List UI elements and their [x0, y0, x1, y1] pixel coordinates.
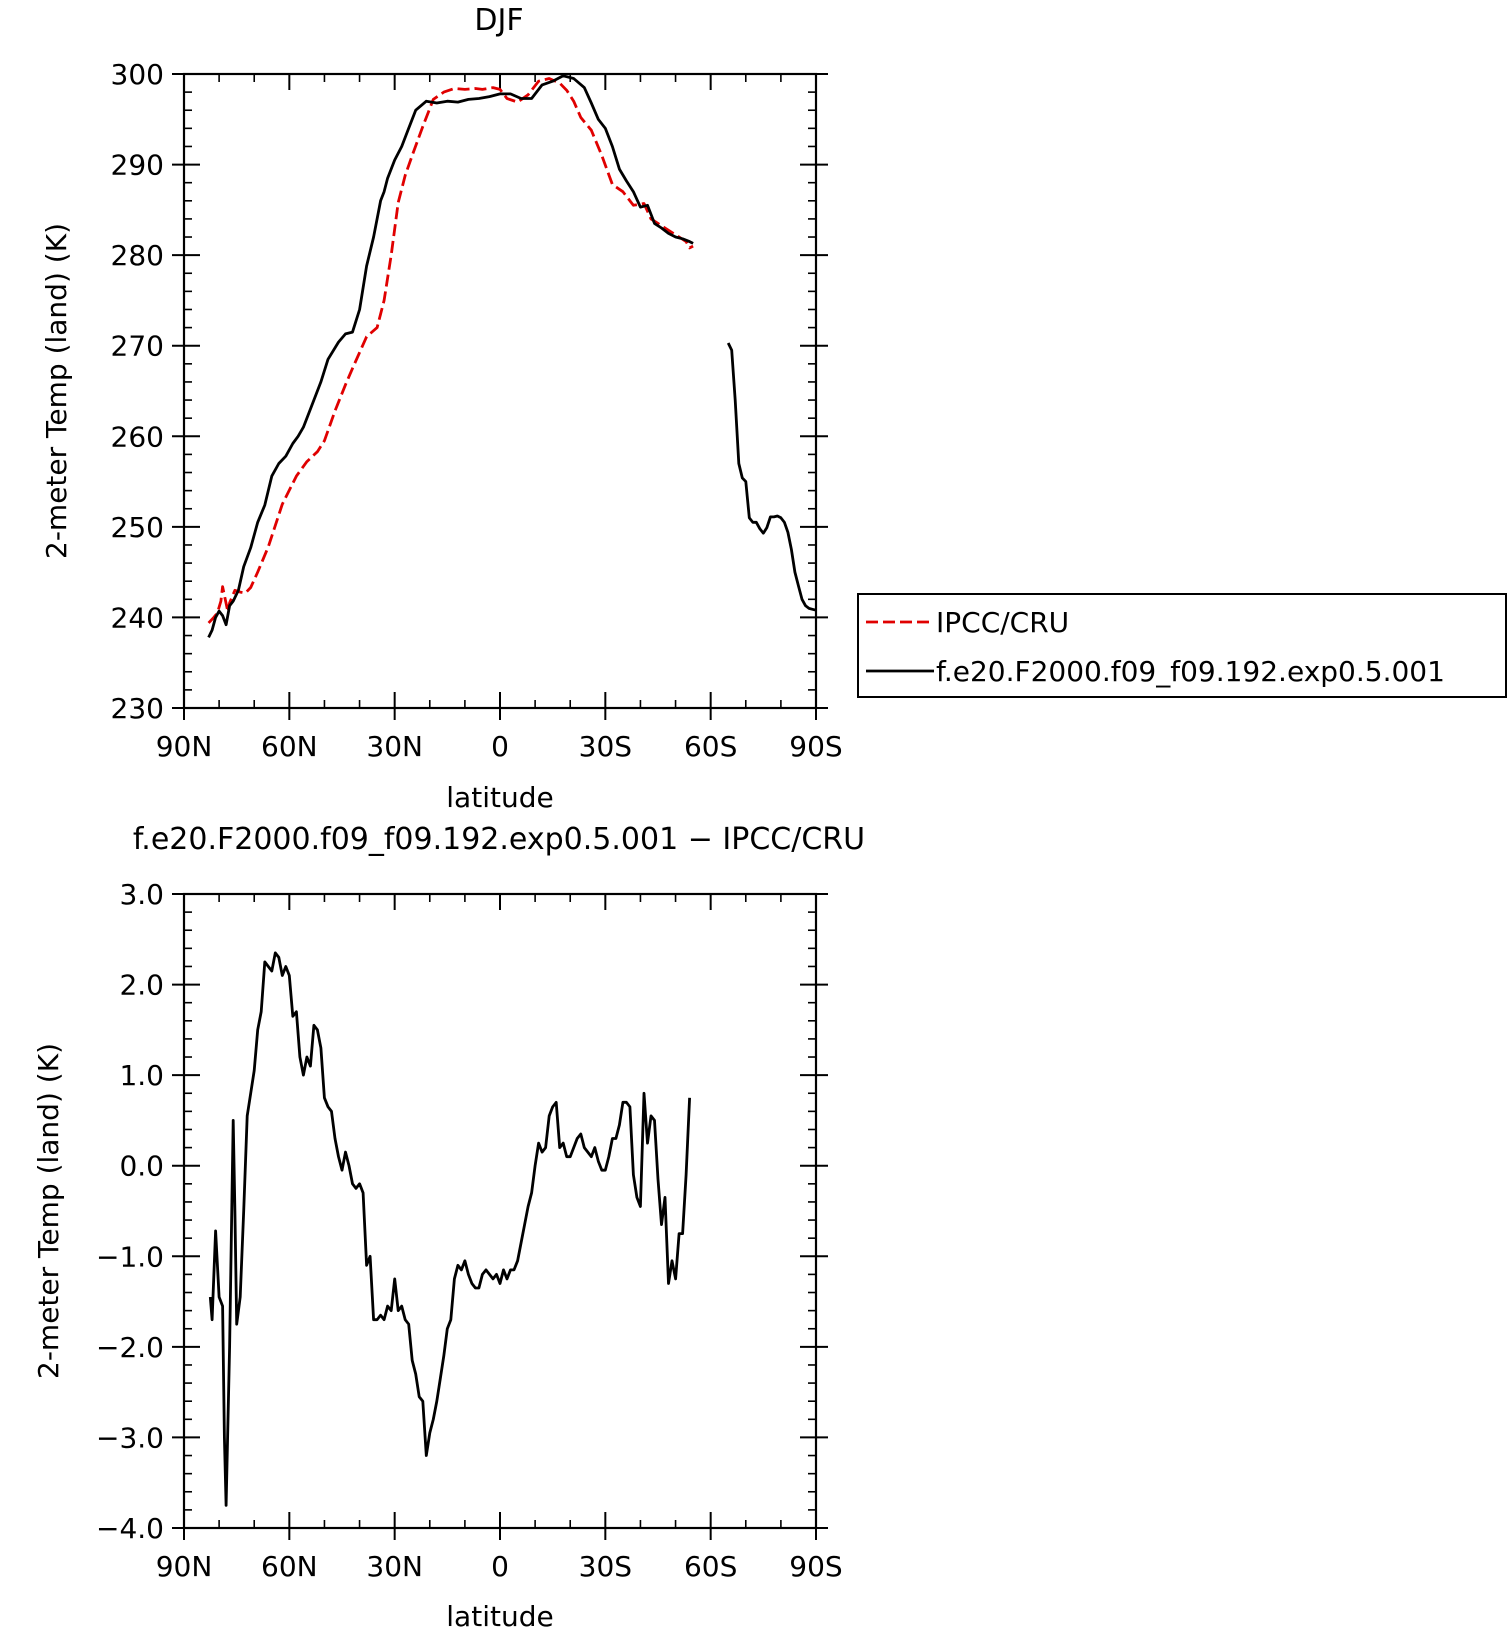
- bottom-panel: f.e20.F2000.f09_f09.192.exp0.5.001 − IPC…: [32, 822, 865, 1632]
- bottom-y-tick-labels: −4.0 −3.0 −2.0 −1.0 0.0 1.0 2.0 3.0: [96, 878, 164, 1545]
- bottom-x-axis-label: latitude: [446, 1600, 553, 1632]
- top-x-tick-label: 30S: [579, 730, 632, 763]
- top-series-line-f-e20-f2000-f09-f09-192-exp0-5-001: [207, 74, 694, 639]
- top-series-line-ipcc-cru: [207, 77, 694, 624]
- top-y-tick-label: 230: [111, 692, 164, 725]
- bottom-x-tick-label: 60S: [684, 1550, 737, 1583]
- top-x-axis-label: latitude: [446, 781, 553, 814]
- legend-box: [857, 593, 1507, 698]
- top-y-tick-label: 270: [111, 330, 164, 363]
- bottom-y-tick-label: 2.0: [119, 969, 164, 1002]
- bottom-x-tick-label: 30S: [579, 1550, 632, 1583]
- top-panel: DJF 230 240 250 260 270 280 290 300 90N 60N 30N 0 3…: [40, 3, 1507, 814]
- top-x-tick-label: 60N: [261, 730, 318, 763]
- bottom-x-tick-label: 30N: [366, 1550, 423, 1583]
- bottom-series-line-difference: [208, 951, 691, 1507]
- top-y-tick-label: 300: [111, 58, 164, 91]
- top-chart-title: DJF: [474, 3, 523, 38]
- bottom-y-tick-label: −4.0: [96, 1512, 164, 1545]
- top-x-tick-label: 90N: [156, 730, 213, 763]
- legend: IPCC/CRU f.e20.F2000.f09_f09.192.exp0.5.…: [857, 593, 1507, 698]
- bottom-y-tick-label: 1.0: [119, 1059, 164, 1092]
- bottom-x-tick-label: 90S: [789, 1550, 842, 1583]
- top-x-tick-label: 30N: [366, 730, 423, 763]
- legend-label-model: f.e20.F2000.f09_f09.192.exp0.5.001: [936, 655, 1445, 688]
- bottom-y-tick-label: −1.0: [96, 1240, 164, 1273]
- top-x-tick-label: 60S: [684, 730, 737, 763]
- bottom-x-tick-label: 90N: [156, 1550, 213, 1583]
- bottom-y-axis-label: 2-meter Temp (land) (K): [32, 1043, 65, 1379]
- legend-label-ipcc-cru: IPCC/CRU: [936, 606, 1069, 639]
- bottom-chart-title: f.e20.F2000.f09_f09.192.exp0.5.001 − IPC…: [133, 822, 865, 857]
- bottom-y-tick-label: −2.0: [96, 1331, 164, 1364]
- top-y-axis-label: 2-meter Temp (land) (K): [40, 223, 73, 559]
- bottom-y-tick-label: 3.0: [119, 878, 164, 911]
- top-x-tick-label: 0: [491, 730, 509, 763]
- bottom-x-tick-label: 0: [491, 1550, 509, 1583]
- bottom-x-tick-label: 60N: [261, 1550, 318, 1583]
- top-y-tick-label: 250: [111, 511, 164, 544]
- bottom-x-tick-labels: 90N 60N 30N 0 30S 60S 90S: [156, 1550, 843, 1583]
- bottom-y-tick-label: −3.0: [96, 1421, 164, 1454]
- top-y-tick-label: 240: [111, 601, 164, 634]
- top-series-line-f-e20-f2000-f09-f09-192-exp0-5-001: [726, 342, 817, 612]
- top-plot-frame: [182, 72, 818, 710]
- top-x-tick-label: 90S: [789, 730, 842, 763]
- top-y-tick-label: 280: [111, 239, 164, 272]
- bottom-plot-area: [208, 951, 691, 1507]
- top-plot-area: [207, 74, 817, 639]
- bottom-plot-frame: [182, 892, 818, 1530]
- bottom-axis-ticks: [172, 893, 828, 1540]
- top-x-tick-labels: 90N 60N 30N 0 30S 60S 90S: [156, 730, 843, 763]
- top-y-tick-labels: 230 240 250 260 270 280 290 300: [111, 58, 164, 725]
- top-y-tick-label: 290: [111, 149, 164, 182]
- top-y-tick-label: 260: [111, 420, 164, 453]
- bottom-y-tick-label: 0.0: [119, 1150, 164, 1183]
